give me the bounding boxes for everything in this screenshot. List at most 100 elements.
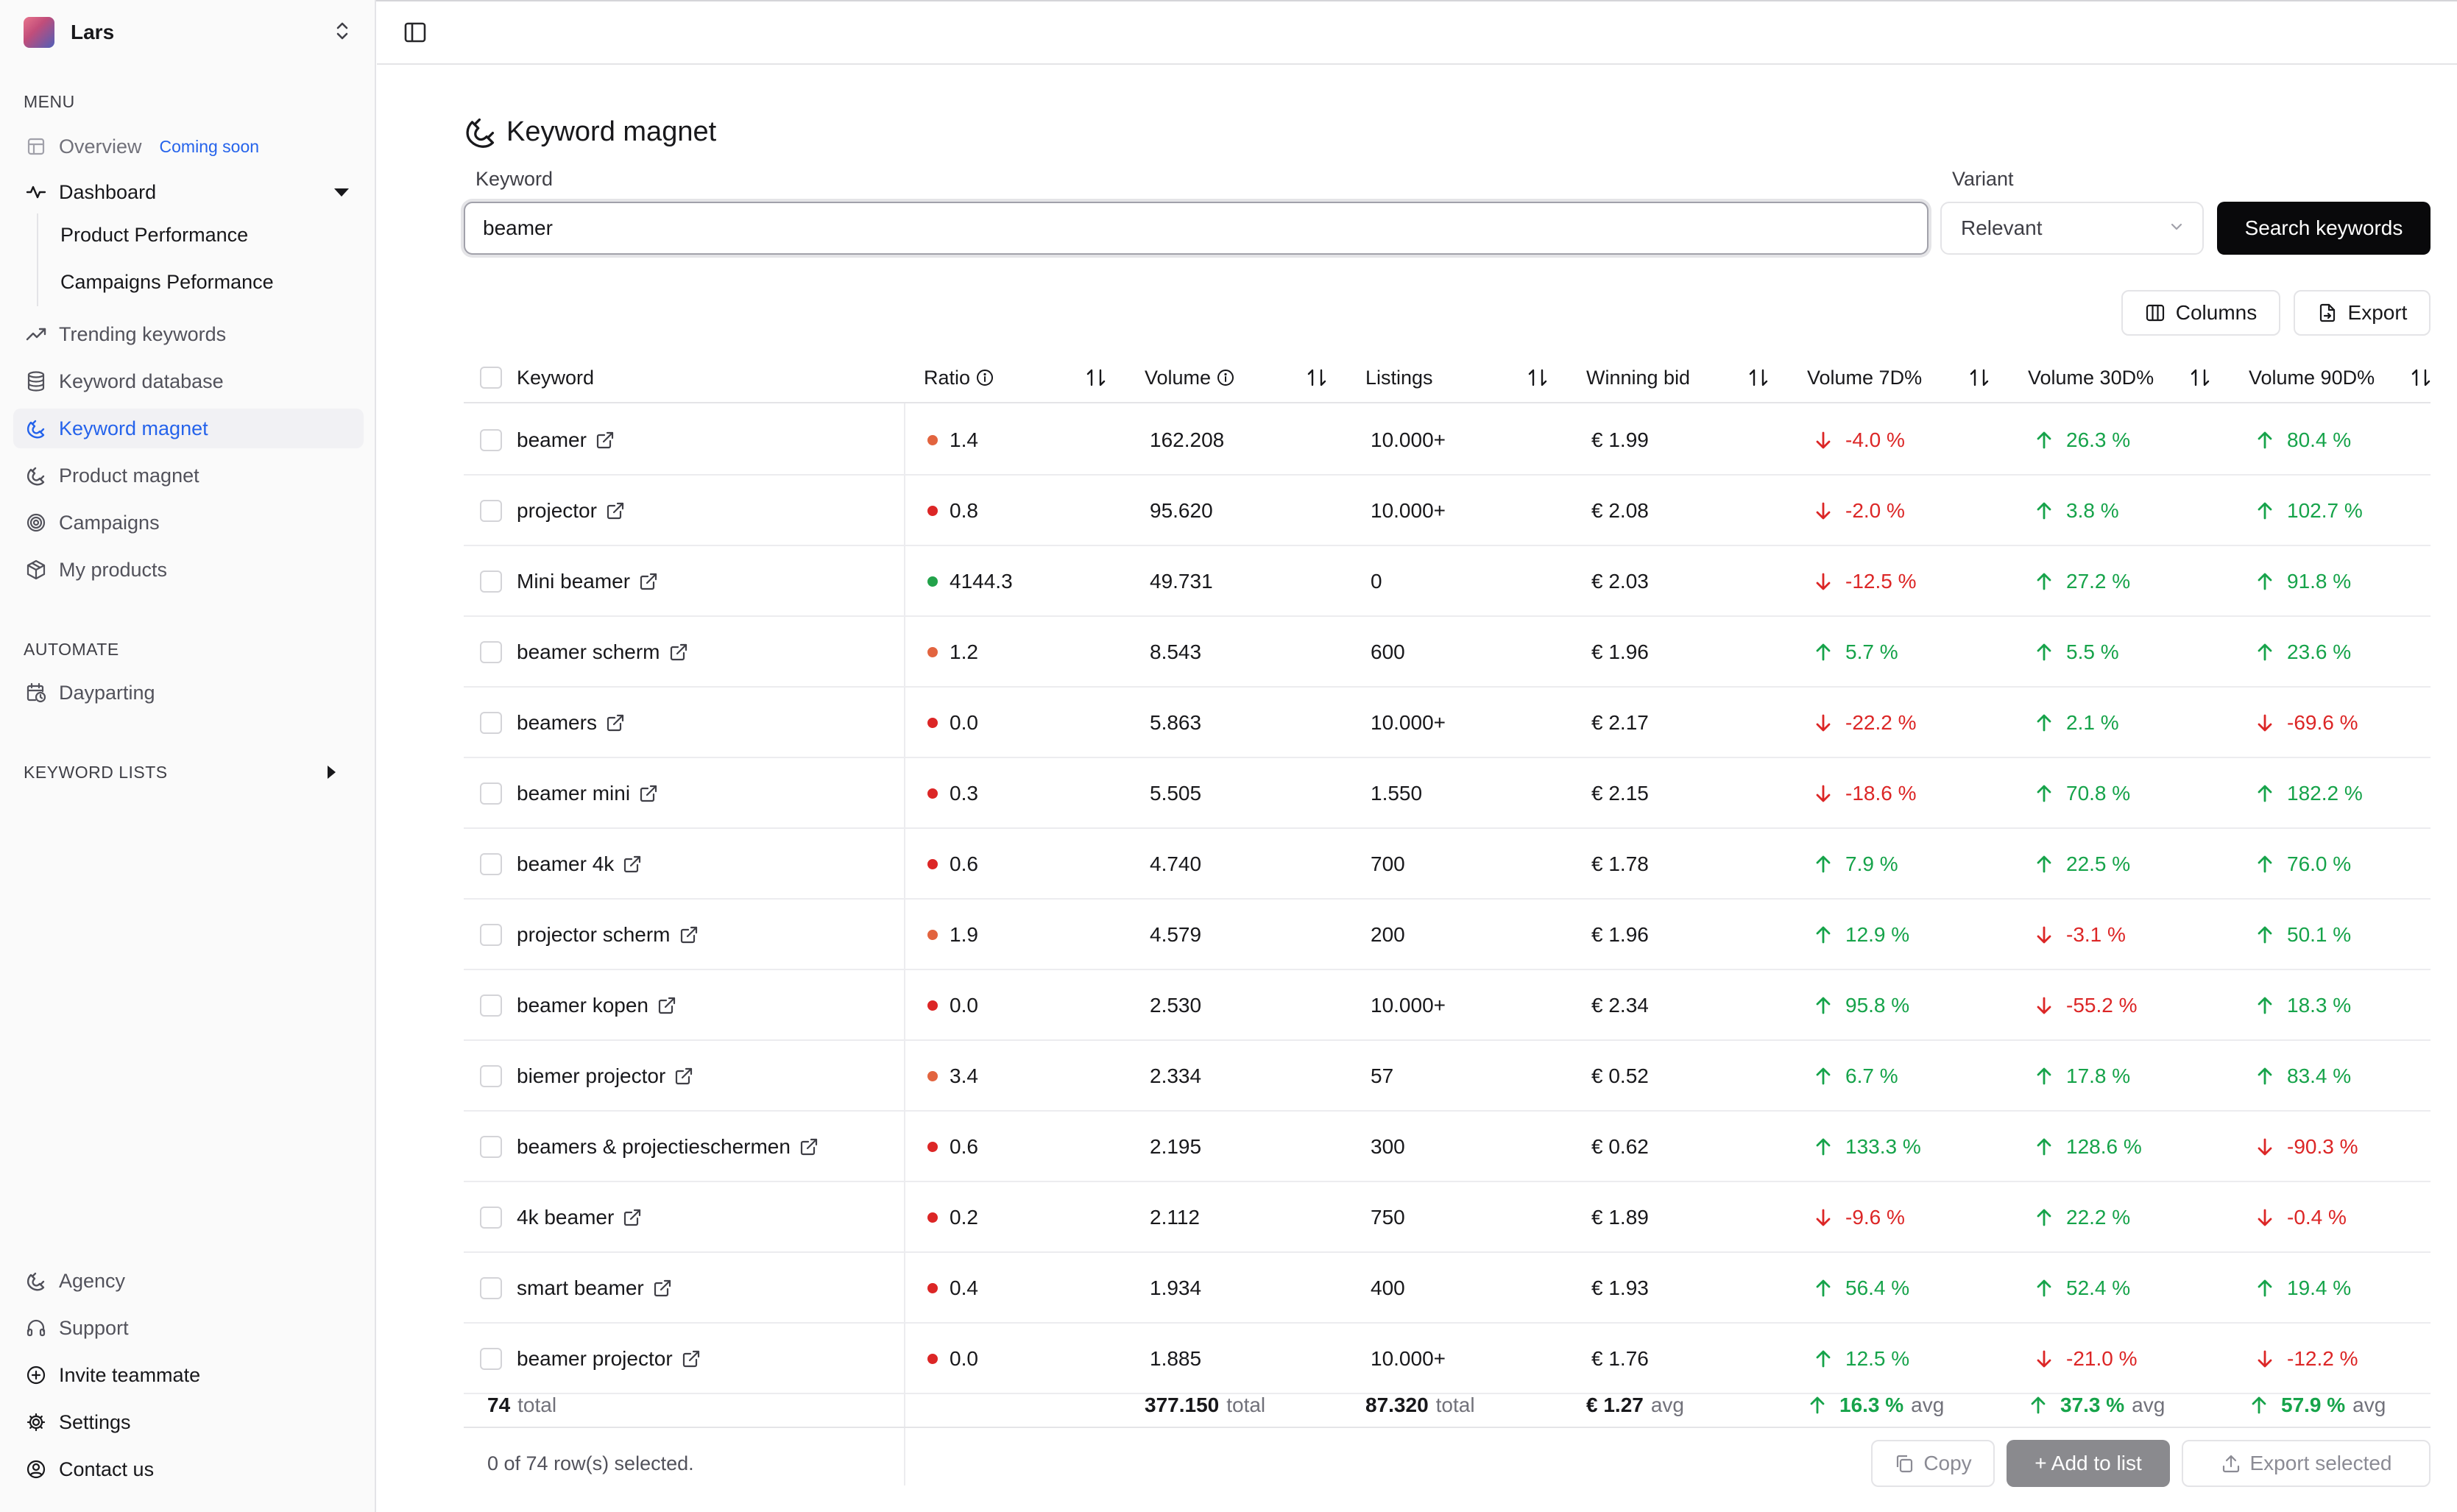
cell-v90-value: 83.4 % [2287, 1064, 2352, 1087]
external-link-icon[interactable] [674, 1067, 693, 1086]
cell-v7-value: 7.9 % [1845, 852, 1898, 875]
search-keywords-button[interactable]: Search keywords [2217, 202, 2431, 255]
sort-icon[interactable] [1527, 367, 1549, 389]
external-link-icon[interactable] [669, 643, 688, 662]
sidebar-item-label: Keyword database [59, 370, 224, 392]
external-link-icon[interactable] [606, 713, 625, 732]
keyword-search-input[interactable] [464, 202, 1929, 255]
table-row[interactable]: beamers & projectieschermen 0.6 2.195 300 € … [464, 1112, 2431, 1182]
sidebar-item-keyword-magnet[interactable]: Keyword magnet [13, 409, 364, 448]
sidebar-item-keyword-database[interactable]: Keyword database [13, 361, 364, 401]
external-link-icon[interactable] [657, 996, 676, 1015]
sort-icon[interactable] [2410, 367, 2431, 389]
external-link-icon[interactable] [639, 784, 658, 803]
select-all-checkbox[interactable] [480, 367, 502, 389]
sidebar-item-support[interactable]: Support [13, 1308, 364, 1348]
external-link-icon[interactable] [679, 925, 699, 944]
cell-volume: 162.208 [1150, 428, 1225, 451]
cell-volume: 5.505 [1150, 782, 1202, 805]
avg-bid-suffix: avg [1650, 1393, 1685, 1416]
table-row[interactable]: beamer scherm 1.2 8.543 600 € 1.96 5.7 % 5.5 %… [464, 617, 2431, 688]
row-checkbox[interactable] [480, 1065, 502, 1087]
info-icon[interactable] [976, 369, 994, 386]
team-switcher[interactable]: Lars [24, 16, 352, 49]
sidebar-item-label: Agency [59, 1269, 126, 1292]
sidebar-toggle-icon[interactable] [403, 21, 427, 44]
page-title-text: Keyword magnet [506, 116, 717, 147]
row-checkbox[interactable] [480, 995, 502, 1017]
row-checkbox[interactable] [480, 641, 502, 663]
external-link-icon[interactable] [682, 1349, 701, 1368]
add-to-list-button[interactable]: + Add to list [2007, 1440, 2170, 1487]
row-checkbox[interactable] [480, 924, 502, 946]
sidebar-item-product-magnet[interactable]: Product magnet [13, 456, 364, 495]
row-checkbox[interactable] [480, 712, 502, 734]
arrow-up-icon [1816, 1138, 1831, 1156]
arrow-down-icon [2037, 926, 2051, 944]
row-checkbox[interactable] [480, 500, 502, 522]
export-selected-button[interactable]: Export selected [2182, 1440, 2431, 1487]
table-row[interactable]: 4k beamer 0.2 2.112 750 € 1.89 -9.6 % 22.2 % -0… [464, 1182, 2431, 1253]
table-row[interactable]: beamer kopen 0.0 2.530 10.000+ € 2.34 95.8 % -… [464, 970, 2431, 1041]
table-row[interactable]: Mini beamer 4144.3 49.731 0 € 2.03 -12.5 % 27.… [464, 546, 2431, 617]
row-checkbox[interactable] [480, 429, 502, 451]
external-link-icon[interactable] [623, 855, 642, 874]
external-link-icon[interactable] [623, 1208, 642, 1227]
automate-section-label: AUTOMATE [24, 640, 119, 659]
row-checkbox[interactable] [480, 1277, 502, 1299]
table-row[interactable]: projector scherm 1.9 4.579 200 € 1.96 12.9 % -… [464, 900, 2431, 970]
external-link-icon[interactable] [595, 431, 615, 450]
upload-icon [2222, 1455, 2239, 1473]
table-row[interactable]: beamer 4k 0.6 4.740 700 € 1.78 7.9 % 22.5 % 76.… [464, 829, 2431, 900]
cell-volume: 2.530 [1150, 994, 1202, 1017]
sidebar-item-dayparting[interactable]: Dayparting [13, 673, 364, 713]
table-row[interactable]: projector 0.8 95.620 10.000+ € 2.08 -2.0 % 3.8… [464, 476, 2431, 546]
table-row[interactable]: beamer mini 0.3 5.505 1.550 € 2.15 -18.6 % 70.… [464, 758, 2431, 829]
sort-icon[interactable] [2189, 367, 2211, 389]
sidebar-item-agency[interactable]: Agency [13, 1261, 364, 1301]
columns-button[interactable]: Columns [2121, 290, 2280, 336]
cell-v90-value: 182.2 % [2287, 782, 2363, 805]
sort-icon[interactable] [1968, 367, 1990, 389]
table-row[interactable]: beamers 0.0 5.863 10.000+ € 2.17 -22.2 % 2.1 %… [464, 688, 2431, 758]
sidebar-item-dashboard[interactable]: Dashboard [13, 172, 364, 212]
submenu-item-campaigns-performance[interactable]: Campaigns Peformance [60, 271, 274, 293]
sidebar-item-settings[interactable]: Settings [13, 1402, 364, 1442]
sidebar-item-campaigns[interactable]: Campaigns [13, 503, 364, 543]
table-row[interactable]: beamer 1.4 162.208 10.000+ € 1.99 -4.0 % 26.3 … [464, 405, 2431, 476]
export-button[interactable]: Export [2294, 290, 2431, 336]
sort-icon[interactable] [1306, 367, 1328, 389]
info-icon[interactable] [1217, 369, 1234, 386]
row-checkbox[interactable] [480, 1136, 502, 1158]
sidebar-item-my-products[interactable]: My products [13, 550, 364, 590]
sidebar-item-trending-keywords[interactable]: Trending keywords [13, 314, 364, 354]
row-checkbox[interactable] [480, 853, 502, 875]
cell-ratio: 0.3 [927, 758, 978, 829]
variant-select[interactable]: Relevant [1940, 202, 2204, 255]
table-row[interactable]: beamer projector 0.0 1.885 10.000+ € 1.76 12.… [464, 1324, 2431, 1394]
sort-icon[interactable] [1747, 367, 1770, 389]
row-checkbox[interactable] [480, 1348, 502, 1370]
row-checkbox[interactable] [480, 783, 502, 805]
keyword-lists-toggle[interactable]: KEYWORD LISTS [13, 752, 364, 792]
table-row[interactable]: smart beamer 0.4 1.934 400 € 1.93 56.4 % 52.4 … [464, 1253, 2431, 1324]
sidebar-item-contact-us[interactable]: Contact us [13, 1449, 364, 1489]
external-link-icon[interactable] [653, 1279, 672, 1298]
external-link-icon[interactable] [606, 501, 625, 520]
sidebar-item-label: My products [59, 558, 168, 581]
row-checkbox[interactable] [480, 570, 502, 593]
cell-v7-value: -18.6 % [1845, 782, 1917, 805]
sort-icon[interactable] [1085, 367, 1107, 389]
caret-down-icon[interactable] [334, 188, 349, 197]
copy-button[interactable]: Copy [1871, 1440, 1995, 1487]
external-link-icon[interactable] [639, 572, 658, 591]
table-row[interactable]: biemer projector 3.4 2.334 57 € 0.52 6.7 % 17.… [464, 1041, 2431, 1112]
external-link-icon[interactable] [799, 1137, 819, 1156]
package-icon [24, 557, 49, 582]
sidebar-item-invite-teammate[interactable]: Invite teammate [13, 1355, 364, 1395]
submenu-item-product-performance[interactable]: Product Performance [60, 224, 249, 246]
sidebar-item-overview[interactable]: Overview Coming soon [13, 127, 364, 166]
row-checkbox[interactable] [480, 1207, 502, 1229]
sidebar-item-label: Campaigns [59, 511, 160, 534]
cell-winning-bid: € 1.89 [1591, 1206, 1649, 1229]
